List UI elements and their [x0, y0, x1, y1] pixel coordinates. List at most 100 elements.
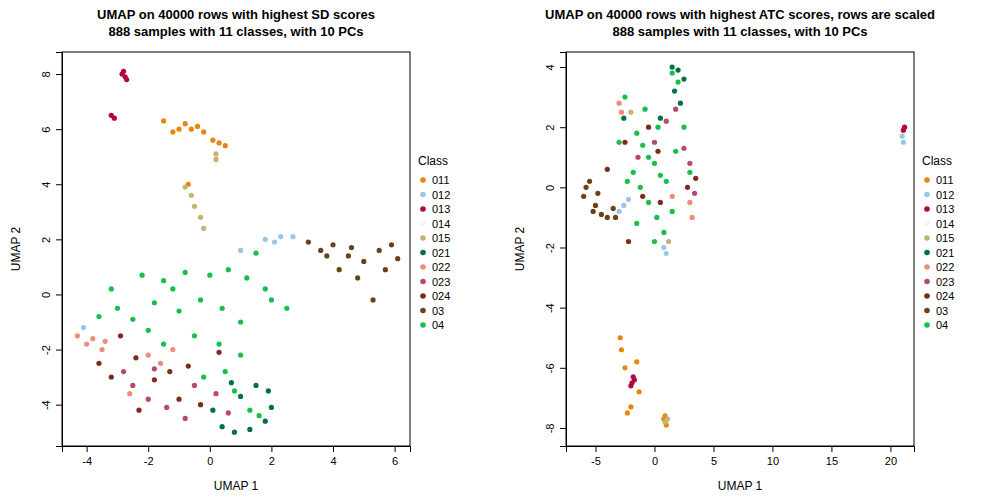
point	[654, 215, 659, 220]
series	[161, 118, 228, 187]
point	[253, 251, 258, 256]
point	[213, 157, 218, 162]
panel: -505101520-8-6-4-2024UMAP 1UMAP 2	[513, 52, 915, 493]
point	[213, 391, 218, 396]
series	[616, 134, 905, 256]
point	[170, 129, 175, 134]
point	[284, 306, 289, 311]
point	[109, 286, 114, 291]
point	[672, 88, 677, 93]
subtitle: 888 samples with 11 classes, with 10 PCs	[108, 24, 363, 39]
point	[622, 140, 627, 145]
legend-swatch	[420, 293, 426, 299]
point	[220, 306, 225, 311]
point	[290, 234, 295, 239]
point	[176, 397, 181, 402]
point	[901, 128, 906, 133]
y-tick-label: 4	[544, 64, 556, 70]
point	[161, 118, 166, 123]
point	[152, 366, 157, 371]
y-tick-mark	[560, 428, 566, 429]
point	[210, 138, 215, 143]
point	[213, 151, 218, 156]
legend-swatch	[924, 177, 930, 183]
point	[692, 191, 697, 196]
y-tick-mark	[56, 74, 62, 75]
point	[634, 359, 639, 364]
point	[161, 341, 166, 346]
point	[678, 101, 683, 106]
point	[229, 380, 234, 385]
legend-swatch	[924, 206, 930, 212]
point	[634, 131, 639, 136]
point	[621, 203, 626, 208]
point	[587, 179, 592, 184]
point	[655, 125, 660, 130]
point	[658, 116, 663, 121]
x-tick-mark	[333, 446, 334, 452]
y-tick-mark	[560, 127, 566, 128]
series	[635, 107, 697, 196]
legend-swatch	[420, 250, 426, 256]
point	[263, 286, 268, 291]
y-tick: -4	[40, 400, 62, 410]
legend-swatch	[420, 235, 426, 241]
x-tick-mark	[654, 446, 655, 452]
point	[583, 185, 588, 190]
point	[595, 191, 600, 196]
point	[693, 176, 698, 181]
legend-swatch	[924, 264, 930, 270]
legend-label: 012	[936, 189, 954, 201]
point	[640, 143, 645, 148]
legend-swatch	[924, 235, 930, 241]
legend-label: 023	[936, 276, 954, 288]
point	[625, 179, 630, 184]
point	[161, 278, 166, 283]
point	[900, 134, 905, 139]
x-axis-title: UMAP 1	[718, 479, 763, 493]
point	[201, 129, 206, 134]
x-axis: -505101520	[567, 446, 915, 467]
legend-label: 04	[936, 319, 948, 331]
point	[96, 314, 101, 319]
point	[324, 253, 329, 258]
point	[247, 408, 252, 413]
point	[244, 275, 249, 280]
point	[278, 234, 283, 239]
x-tick: -2	[144, 446, 154, 467]
point	[635, 155, 640, 160]
legend-swatch	[420, 279, 426, 285]
point	[232, 388, 237, 393]
point	[581, 194, 586, 199]
point	[263, 237, 268, 242]
point	[640, 194, 645, 199]
point	[152, 377, 157, 382]
point	[628, 383, 633, 388]
point	[664, 251, 669, 256]
point	[269, 297, 274, 302]
x-tick-label: -2	[144, 455, 154, 467]
x-tick-mark	[87, 446, 88, 452]
point	[626, 197, 631, 202]
x-tick: 0	[207, 446, 213, 467]
point	[189, 193, 194, 198]
series	[616, 70, 692, 244]
point	[652, 140, 657, 145]
y-tick-mark	[560, 308, 566, 309]
legend-label: 024	[432, 290, 450, 302]
y-tick: -2	[544, 243, 566, 253]
point	[306, 240, 311, 245]
y-tick-label: 2	[544, 125, 556, 131]
point	[90, 336, 95, 341]
y-tick: 4	[544, 64, 566, 70]
point	[621, 116, 626, 121]
point	[99, 347, 104, 352]
point	[646, 125, 651, 130]
point	[130, 383, 135, 388]
point	[112, 116, 117, 121]
point	[687, 161, 692, 166]
point	[124, 77, 129, 82]
point	[681, 146, 686, 151]
x-tick-label: 0	[652, 455, 658, 467]
point	[349, 245, 354, 250]
